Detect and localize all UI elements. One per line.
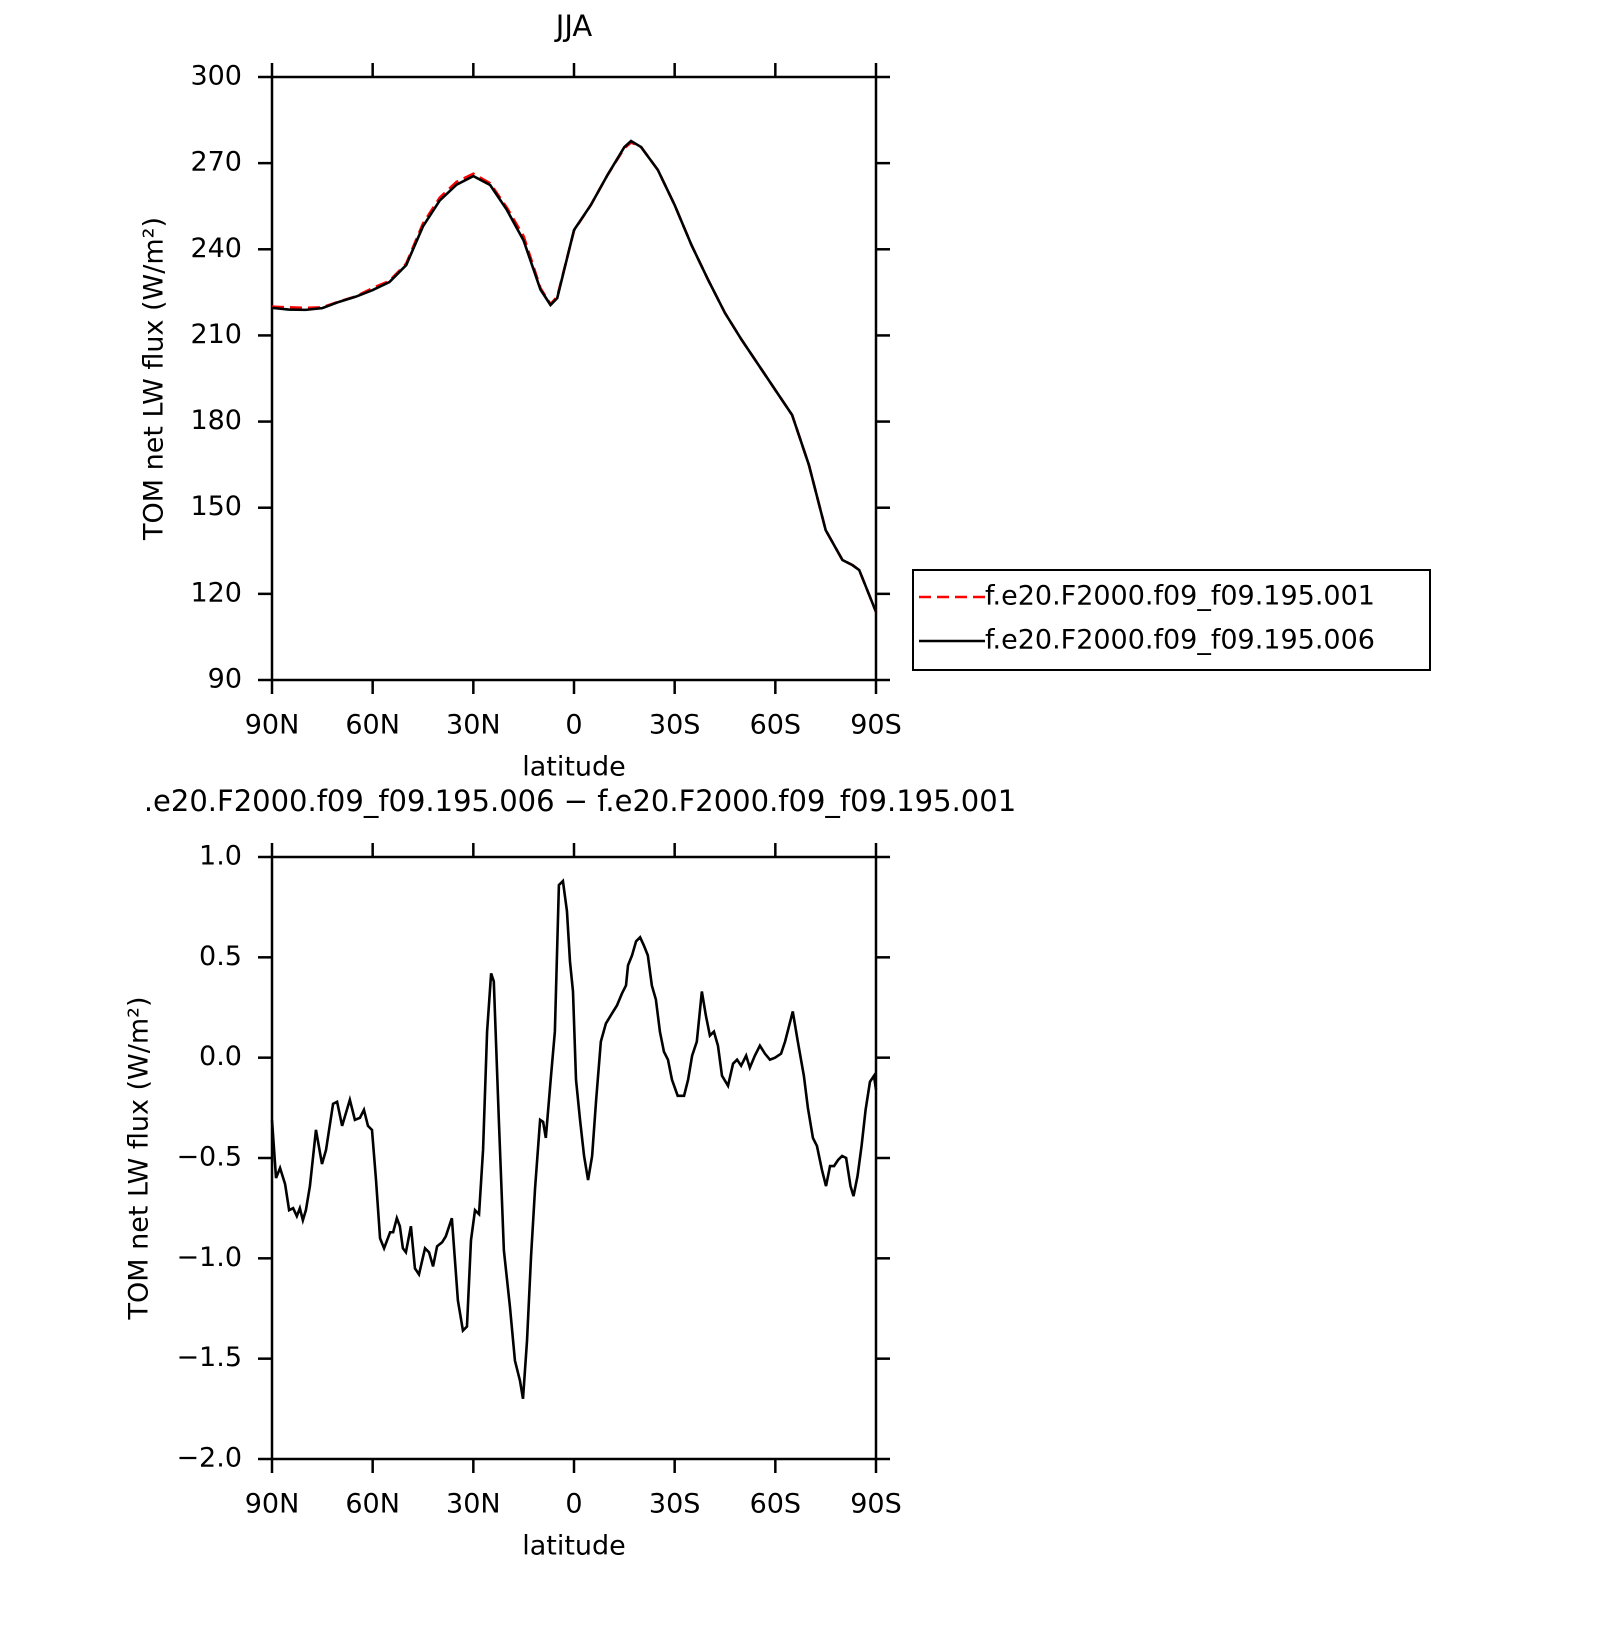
x-tick-label: 60S xyxy=(750,710,802,741)
y-tick-label: 300 xyxy=(190,61,242,92)
chart-title: .e20.F2000.f09_f09.195.006 − f.e20.F2000… xyxy=(144,784,1016,818)
x-tick-label: 0 xyxy=(565,1489,582,1520)
x-tick-label: 90S xyxy=(850,710,902,741)
y-tick-label: 0.0 xyxy=(199,1041,242,1072)
x-tick-label: 60N xyxy=(345,1489,400,1520)
y-tick-label: 240 xyxy=(190,233,242,264)
y-tick-label: −1.5 xyxy=(176,1342,242,1373)
x-tick-label: 30S xyxy=(649,1489,701,1520)
x-tick-label: 30N xyxy=(446,710,501,741)
y-tick-label: 150 xyxy=(190,491,242,522)
x-tick-label: 30N xyxy=(446,1489,501,1520)
plot-frame xyxy=(270,855,878,1461)
data-line xyxy=(271,140,878,613)
x-tick-label: 90S xyxy=(850,1489,902,1520)
y-tick-label: 180 xyxy=(190,405,242,436)
y-tick-label: 90 xyxy=(208,664,242,695)
y-tick-label: −0.5 xyxy=(176,1142,242,1173)
y-tick-label: 210 xyxy=(190,319,242,350)
data-line xyxy=(270,878,878,1400)
legend-label: f.e20.F2000.f09_f09.195.001 xyxy=(985,581,1375,612)
x-tick-label: 0 xyxy=(565,710,582,741)
y-tick-label: 1.0 xyxy=(199,841,242,872)
x-tick-label: 60N xyxy=(345,710,400,741)
x-tick-label: 30S xyxy=(649,710,701,741)
y-tick-label: 270 xyxy=(190,147,242,178)
x-axis-label: latitude xyxy=(522,752,626,783)
x-tick-label: 90N xyxy=(245,710,300,741)
y-axis-label: TOM net LW flux (W/m²) xyxy=(139,217,170,541)
x-axis-label: latitude xyxy=(522,1531,626,1562)
legend-box xyxy=(912,569,1431,671)
x-tick-label: 60S xyxy=(750,1489,802,1520)
y-axis-label: TOM net LW flux (W/m²) xyxy=(124,996,155,1320)
y-tick-label: 0.5 xyxy=(199,941,242,972)
data-line xyxy=(271,139,878,613)
plot-frame xyxy=(270,75,878,682)
legend-label: f.e20.F2000.f09_f09.195.006 xyxy=(985,625,1375,656)
chart-title: JJA xyxy=(554,9,593,43)
y-tick-label: 120 xyxy=(190,577,242,608)
y-tick-label: −1.0 xyxy=(176,1242,242,1273)
x-tick-label: 90N xyxy=(245,1489,300,1520)
y-tick-label: −2.0 xyxy=(176,1443,242,1474)
